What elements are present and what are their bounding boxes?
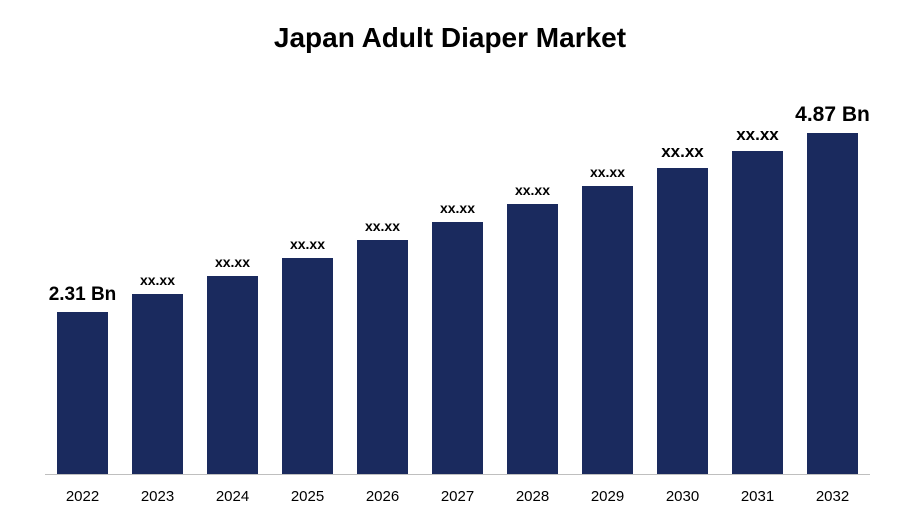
x-axis-label: 2023 xyxy=(120,488,195,505)
bar xyxy=(507,204,558,474)
chart-plot-area: 2.31 Bnxx.xxxx.xxxx.xxxx.xxxx.xxxx.xxxx.… xyxy=(45,90,870,475)
bar xyxy=(432,222,483,474)
bar-slot: xx.xx xyxy=(570,90,645,474)
bar-value-label: xx.xx xyxy=(713,125,803,145)
bar xyxy=(57,312,108,474)
bar-value-label: xx.xx xyxy=(113,272,203,288)
bar-value-label: xx.xx xyxy=(638,142,728,162)
bar-slot: xx.xx xyxy=(720,90,795,474)
x-axis: 2022202320242025202620272028202920302031… xyxy=(45,488,870,505)
bar-slot: xx.xx xyxy=(645,90,720,474)
x-axis-label: 2030 xyxy=(645,488,720,505)
x-axis-label: 2022 xyxy=(45,488,120,505)
bar-value-label: xx.xx xyxy=(563,164,653,180)
bar-slot: xx.xx xyxy=(270,90,345,474)
bar-slot: 2.31 Bn xyxy=(45,90,120,474)
bar xyxy=(357,240,408,475)
x-axis-label: 2025 xyxy=(270,488,345,505)
bar-slot: xx.xx xyxy=(195,90,270,474)
x-axis-label: 2032 xyxy=(795,488,870,505)
x-axis-label: 2031 xyxy=(720,488,795,505)
bar-value-label: xx.xx xyxy=(263,236,353,252)
bar xyxy=(807,133,858,474)
bar xyxy=(282,258,333,474)
bar-value-label: xx.xx xyxy=(338,218,428,234)
bar xyxy=(582,186,633,474)
bar-slot: xx.xx xyxy=(420,90,495,474)
x-axis-label: 2028 xyxy=(495,488,570,505)
bar-slot: 4.87 Bn xyxy=(795,90,870,474)
bar-slot: xx.xx xyxy=(495,90,570,474)
bar xyxy=(732,151,783,474)
chart-title: Japan Adult Diaper Market xyxy=(0,0,900,54)
bar-value-label: xx.xx xyxy=(413,200,503,216)
bar xyxy=(207,276,258,474)
bars-container: 2.31 Bnxx.xxxx.xxxx.xxxx.xxxx.xxxx.xxxx.… xyxy=(45,90,870,474)
bar-slot: xx.xx xyxy=(120,90,195,474)
bar-value-label: xx.xx xyxy=(188,254,278,270)
x-axis-label: 2026 xyxy=(345,488,420,505)
bar-value-label: xx.xx xyxy=(488,182,578,198)
bar-value-label: 4.87 Bn xyxy=(788,103,878,127)
x-axis-label: 2024 xyxy=(195,488,270,505)
bar-slot: xx.xx xyxy=(345,90,420,474)
bar xyxy=(132,294,183,474)
x-axis-label: 2027 xyxy=(420,488,495,505)
x-axis-label: 2029 xyxy=(570,488,645,505)
bar xyxy=(657,168,708,474)
